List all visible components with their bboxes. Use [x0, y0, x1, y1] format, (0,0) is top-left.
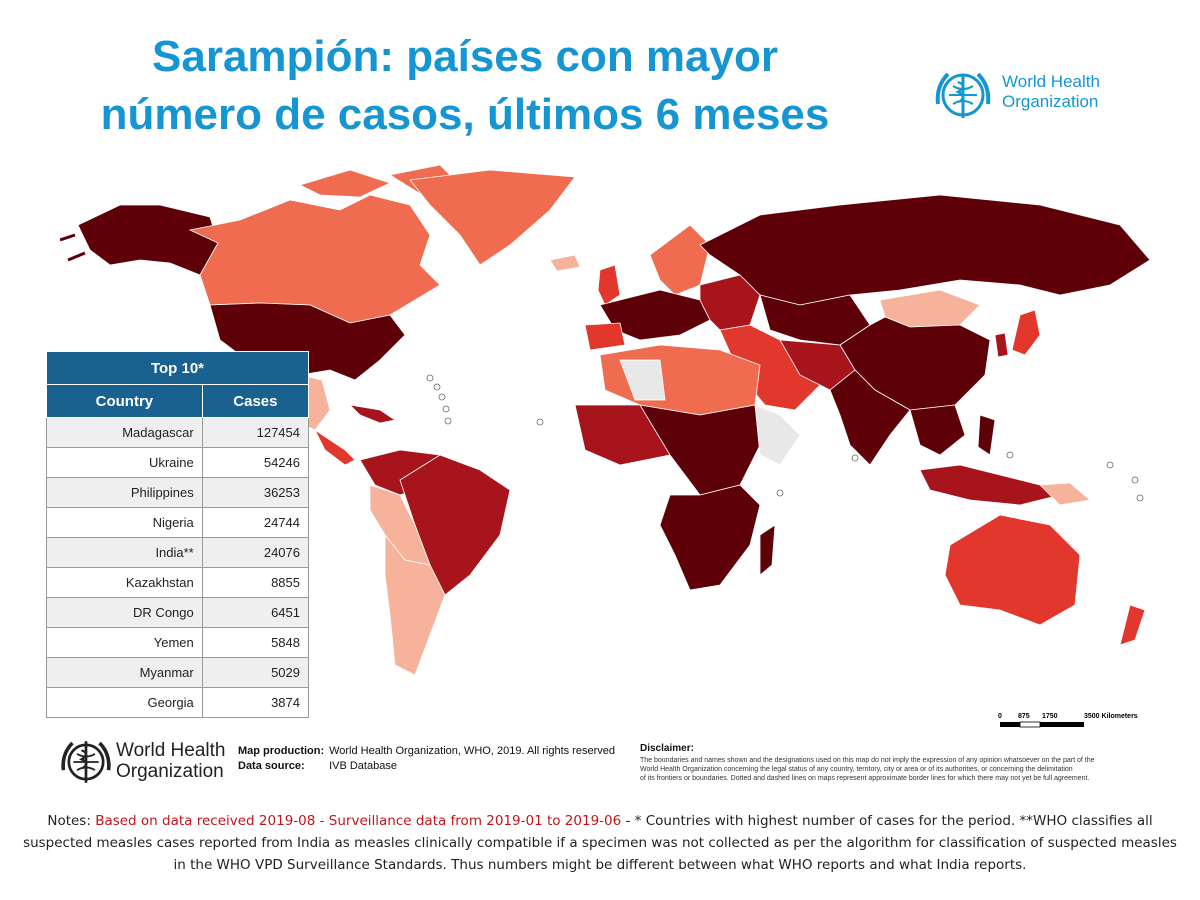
- table-row: Nigeria 24744: [46, 507, 310, 538]
- who-logo-top: World Health Organization: [932, 66, 1132, 126]
- scale-tick-0: 0: [998, 713, 1002, 720]
- logo-line-1: World Health: [1002, 72, 1100, 91]
- region-indonesia: [919, 464, 1062, 506]
- notes-highlight: Based on data received 2019-08 - Surveil…: [95, 813, 622, 829]
- country-cell: Myanmar: [46, 657, 203, 688]
- region-india: [829, 369, 911, 466]
- scale-bar: 0 875 1750 3500 Kilometers: [998, 713, 1138, 728]
- cases-cell: 8855: [201, 567, 310, 598]
- region-korea: [994, 332, 1009, 358]
- region-argentina-chile: [384, 533, 446, 676]
- disclaimer-heading: Disclaimer:: [640, 743, 694, 754]
- table-row: Madagascar 127454: [46, 417, 310, 448]
- table-row: DR Congo 6451: [46, 597, 310, 628]
- table-row: Ukraine 54246: [46, 447, 310, 478]
- region-madagascar: [759, 524, 776, 576]
- title-line-1: Sarampión: países con mayor: [152, 32, 778, 81]
- country-cell: Georgia: [46, 687, 203, 718]
- map-credits: Map production: World Health Organizatio…: [238, 744, 615, 774]
- region-alaska: [77, 204, 219, 276]
- table-row: Myanmar 5029: [46, 657, 310, 688]
- region-caribbean: [348, 404, 397, 424]
- country-cell: DR Congo: [46, 597, 203, 628]
- table-row: Kazakhstan 8855: [46, 567, 310, 598]
- country-cell: Yemen: [46, 627, 203, 658]
- scale-tick-3500: 3500 Kilometers: [1084, 713, 1138, 720]
- table-title: Top 10*: [46, 351, 309, 385]
- scale-tick-1750: 1750: [1042, 713, 1058, 720]
- cases-cell: 5029: [201, 657, 310, 688]
- cases-cell: 24076: [201, 537, 310, 568]
- cases-cell: 5848: [201, 627, 310, 658]
- region-philippines: [977, 414, 996, 456]
- region-canada: [188, 194, 441, 324]
- production-value: World Health Organization, WHO, 2019. Al…: [329, 745, 615, 757]
- region-east-africa: [754, 404, 801, 466]
- page-title: Sarampión: países con mayor número de ca…: [0, 28, 930, 144]
- column-header-cases: Cases: [201, 384, 310, 418]
- region-greenland: [409, 169, 576, 266]
- logo-bottom-line-2: Organization: [116, 761, 224, 782]
- top10-table: Top 10* Country Cases Madagascar 127454 Uk…: [46, 351, 310, 718]
- region-new-zealand: [1119, 604, 1146, 646]
- notes-prefix: Notes:: [47, 813, 96, 829]
- region-iceland: [549, 254, 581, 272]
- cases-cell: 36253: [201, 477, 310, 508]
- region-central-america: [313, 428, 356, 466]
- notes-rest: - * Countries with highest number of cas…: [23, 813, 1177, 873]
- region-sahara-no-data: [619, 359, 666, 401]
- region-australia: [944, 514, 1081, 626]
- disclaimer-line-1: The boundaries and names shown and the d…: [640, 757, 1095, 764]
- table-body: Madagascar 127454 Ukraine 54246 Philippines 3…: [46, 417, 310, 718]
- table-row: India** 24076: [46, 537, 310, 568]
- table-row: Philippines 36253: [46, 477, 310, 508]
- production-label: Map production:: [238, 745, 325, 757]
- region-png: [1039, 482, 1091, 506]
- scale-tick-875: 875: [1018, 713, 1030, 720]
- country-cell: Philippines: [46, 477, 203, 508]
- region-southeast-asia: [909, 404, 966, 456]
- title-line-2: número de casos, últimos 6 meses: [100, 90, 830, 139]
- logo-line-2: Organization: [1002, 92, 1099, 111]
- region-iberia: [584, 322, 626, 351]
- region-central-africa: [639, 404, 761, 496]
- column-header-country: Country: [46, 384, 203, 418]
- who-emblem-icon: [61, 741, 111, 783]
- country-cell: Ukraine: [46, 447, 203, 478]
- disclaimer: Disclaimer: The boundaries and names sho…: [640, 742, 1150, 783]
- cases-cell: 24744: [201, 507, 310, 538]
- region-uk: [597, 264, 621, 306]
- cases-cell: 3874: [201, 687, 310, 718]
- disclaimer-line-3: of its frontiers or boundaries. Dotted a…: [640, 775, 1090, 782]
- cases-cell: 6451: [201, 597, 310, 628]
- region-russia: [699, 194, 1151, 306]
- region-aleutians: [60, 233, 86, 262]
- disclaimer-line-2: World Health Organization concerning the…: [640, 766, 1073, 773]
- cases-cell: 54246: [201, 447, 310, 478]
- cases-cell: 127454: [201, 417, 310, 448]
- notes: Notes: Based on data received 2019-08 - …: [18, 810, 1182, 876]
- country-cell: Madagascar: [46, 417, 203, 448]
- region-japan: [1011, 309, 1041, 356]
- who-emblem-icon: [935, 72, 991, 118]
- table-row: Yemen 5848: [46, 627, 310, 658]
- country-cell: India**: [46, 537, 203, 568]
- island-markers: [426, 374, 1144, 502]
- table-row: Georgia 3874: [46, 687, 310, 718]
- country-cell: Nigeria: [46, 507, 203, 538]
- who-logo-bottom: World Health Organization: [58, 734, 228, 790]
- source-value: IVB Database: [329, 760, 397, 772]
- country-cell: Kazakhstan: [46, 567, 203, 598]
- logo-bottom-line-1: World Health: [116, 740, 226, 761]
- region-southern-africa: [659, 484, 761, 591]
- source-label: Data source:: [238, 760, 305, 772]
